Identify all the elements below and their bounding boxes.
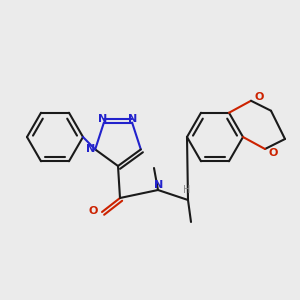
Text: O: O [88,206,98,216]
Text: O: O [254,92,264,102]
Text: H: H [183,185,191,195]
Text: N: N [128,114,138,124]
Text: O: O [268,148,278,158]
Text: N: N [154,180,164,190]
Text: N: N [85,144,95,154]
Text: N: N [98,114,107,124]
